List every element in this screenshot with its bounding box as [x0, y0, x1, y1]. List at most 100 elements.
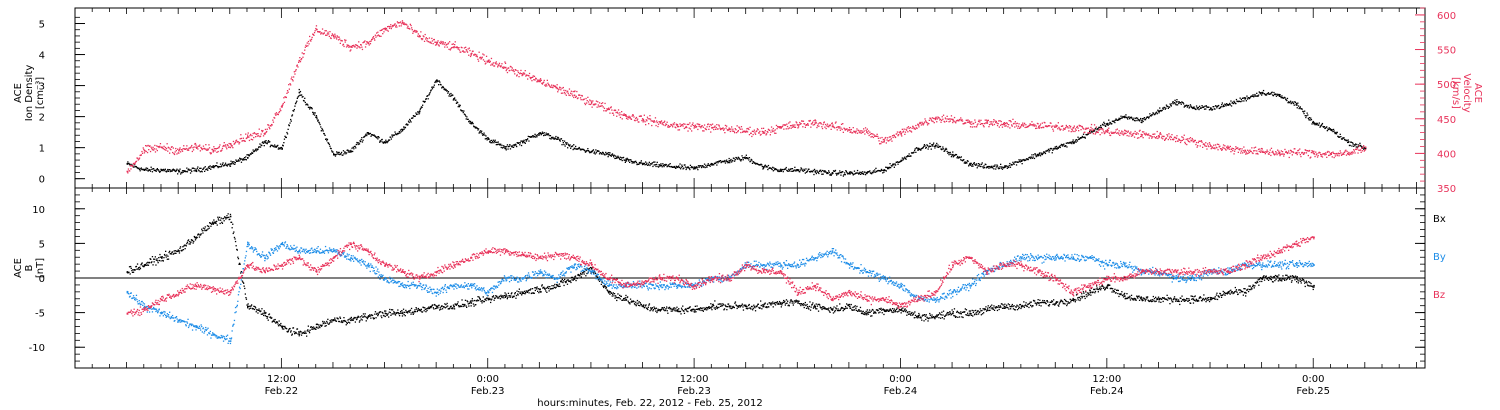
- density-series-value: [934, 144, 937, 147]
- bx-series-point: [277, 323, 279, 325]
- velocity-series-value: [1089, 129, 1092, 131]
- velocity-series-point: [530, 78, 532, 80]
- velocity-series-point: [247, 132, 249, 134]
- density-series-point: [1018, 159, 1020, 161]
- velocity-series-point: [251, 139, 254, 141]
- bx-series-point: [264, 315, 266, 317]
- velocity-series-point: [1087, 127, 1090, 129]
- velocity-series-point: [1361, 150, 1363, 152]
- velocity-series-point: [218, 146, 220, 148]
- density-series-point: [490, 142, 492, 144]
- velocity-series-point: [1192, 139, 1194, 141]
- density-series-point: [1335, 131, 1337, 134]
- velocity-series-point: [1298, 152, 1300, 154]
- velocity-series-point: [396, 26, 398, 28]
- velocity-series-point: [278, 110, 281, 113]
- velocity-series-point: [438, 44, 440, 46]
- density-series-point: [240, 161, 243, 163]
- density-series-point: [449, 95, 451, 97]
- velocity-series-point: [904, 133, 906, 135]
- bx-series-point: [129, 273, 131, 275]
- density-series-point: [497, 141, 499, 143]
- density-series-point: [595, 149, 597, 151]
- velocity-series-point: [1329, 154, 1331, 156]
- density-series-point: [423, 101, 426, 103]
- velocity-series-point: [1354, 152, 1356, 154]
- density-series-point: [748, 157, 751, 159]
- velocity-series-point: [816, 126, 818, 129]
- bx-series-point: [218, 216, 221, 218]
- velocity-series-point: [551, 84, 553, 86]
- density-series-point: [347, 149, 349, 151]
- velocity-series-point: [690, 125, 692, 127]
- density-series-point: [130, 163, 132, 165]
- density-series-point: [280, 146, 283, 149]
- density-series-point: [1238, 100, 1241, 103]
- bx-series-point: [188, 243, 190, 245]
- density-series-point: [662, 163, 664, 165]
- velocity-series-point: [434, 44, 437, 46]
- bx-series-point: [352, 319, 354, 321]
- density-series-point: [827, 172, 829, 175]
- bx-series-point: [258, 308, 260, 310]
- density-series-point: [1059, 146, 1061, 149]
- velocity-series-point: [1245, 153, 1247, 155]
- velocity-series-point: [675, 127, 677, 129]
- velocity-series-point: [1334, 155, 1336, 157]
- density-series-point: [526, 139, 528, 141]
- velocity-series-value: [195, 146, 197, 149]
- density-series-point: [553, 137, 555, 139]
- velocity-series-point: [856, 132, 859, 134]
- density-series-point: [506, 144, 509, 146]
- density-series-point: [169, 169, 171, 171]
- velocity-series-point: [217, 150, 219, 153]
- density-series-point: [816, 169, 818, 172]
- density-series-value: [986, 166, 989, 168]
- velocity-series-point: [872, 136, 875, 139]
- velocity-series-point: [600, 105, 602, 107]
- velocity-series-point: [580, 99, 582, 101]
- velocity-series-point: [262, 130, 264, 132]
- bx-series-point: [201, 230, 203, 232]
- velocity-series-point: [207, 148, 209, 150]
- velocity-series-point: [332, 34, 334, 36]
- bx-series-point: [166, 254, 168, 256]
- velocity-series-point: [1082, 128, 1085, 130]
- velocity-series-point: [1187, 139, 1189, 142]
- velocity-series-point: [428, 41, 430, 43]
- velocity-series-point: [425, 38, 427, 40]
- velocity-series-point: [517, 70, 519, 72]
- velocity-series-value: [539, 80, 541, 83]
- velocity-series-point: [786, 123, 788, 125]
- density-series-point: [936, 146, 938, 148]
- velocity-series-point: [944, 121, 946, 123]
- density-series-point: [230, 160, 232, 162]
- velocity-series-point: [961, 120, 964, 122]
- density-series-point: [506, 145, 508, 148]
- velocity-series-point: [1203, 144, 1206, 146]
- density-series-point: [1063, 143, 1065, 145]
- bx-series-point: [159, 256, 162, 258]
- velocity-series-point: [293, 76, 295, 78]
- velocity-series-point: [1240, 150, 1242, 152]
- density-series-point: [1139, 119, 1141, 121]
- bx-series-point: [238, 262, 241, 264]
- velocity-series-point: [135, 160, 138, 162]
- density-series-point: [689, 168, 691, 171]
- density-series-point: [1270, 93, 1272, 95]
- velocity-series-point: [832, 126, 835, 128]
- density-series-point: [1332, 130, 1334, 133]
- velocity-series-point: [311, 36, 313, 39]
- density-series-point: [936, 142, 938, 145]
- velocity-series-point: [1180, 140, 1182, 142]
- velocity-series-point: [209, 152, 211, 154]
- velocity-series-value: [298, 59, 301, 62]
- density-series-point: [1326, 126, 1328, 128]
- bx-series-point: [416, 310, 418, 313]
- density-series-point: [1297, 102, 1299, 104]
- density-series-point: [1197, 108, 1199, 110]
- velocity-series-point: [1092, 130, 1094, 132]
- velocity-series-value: [247, 136, 249, 138]
- velocity-series-point: [1168, 133, 1170, 135]
- velocity-series-point: [172, 151, 174, 154]
